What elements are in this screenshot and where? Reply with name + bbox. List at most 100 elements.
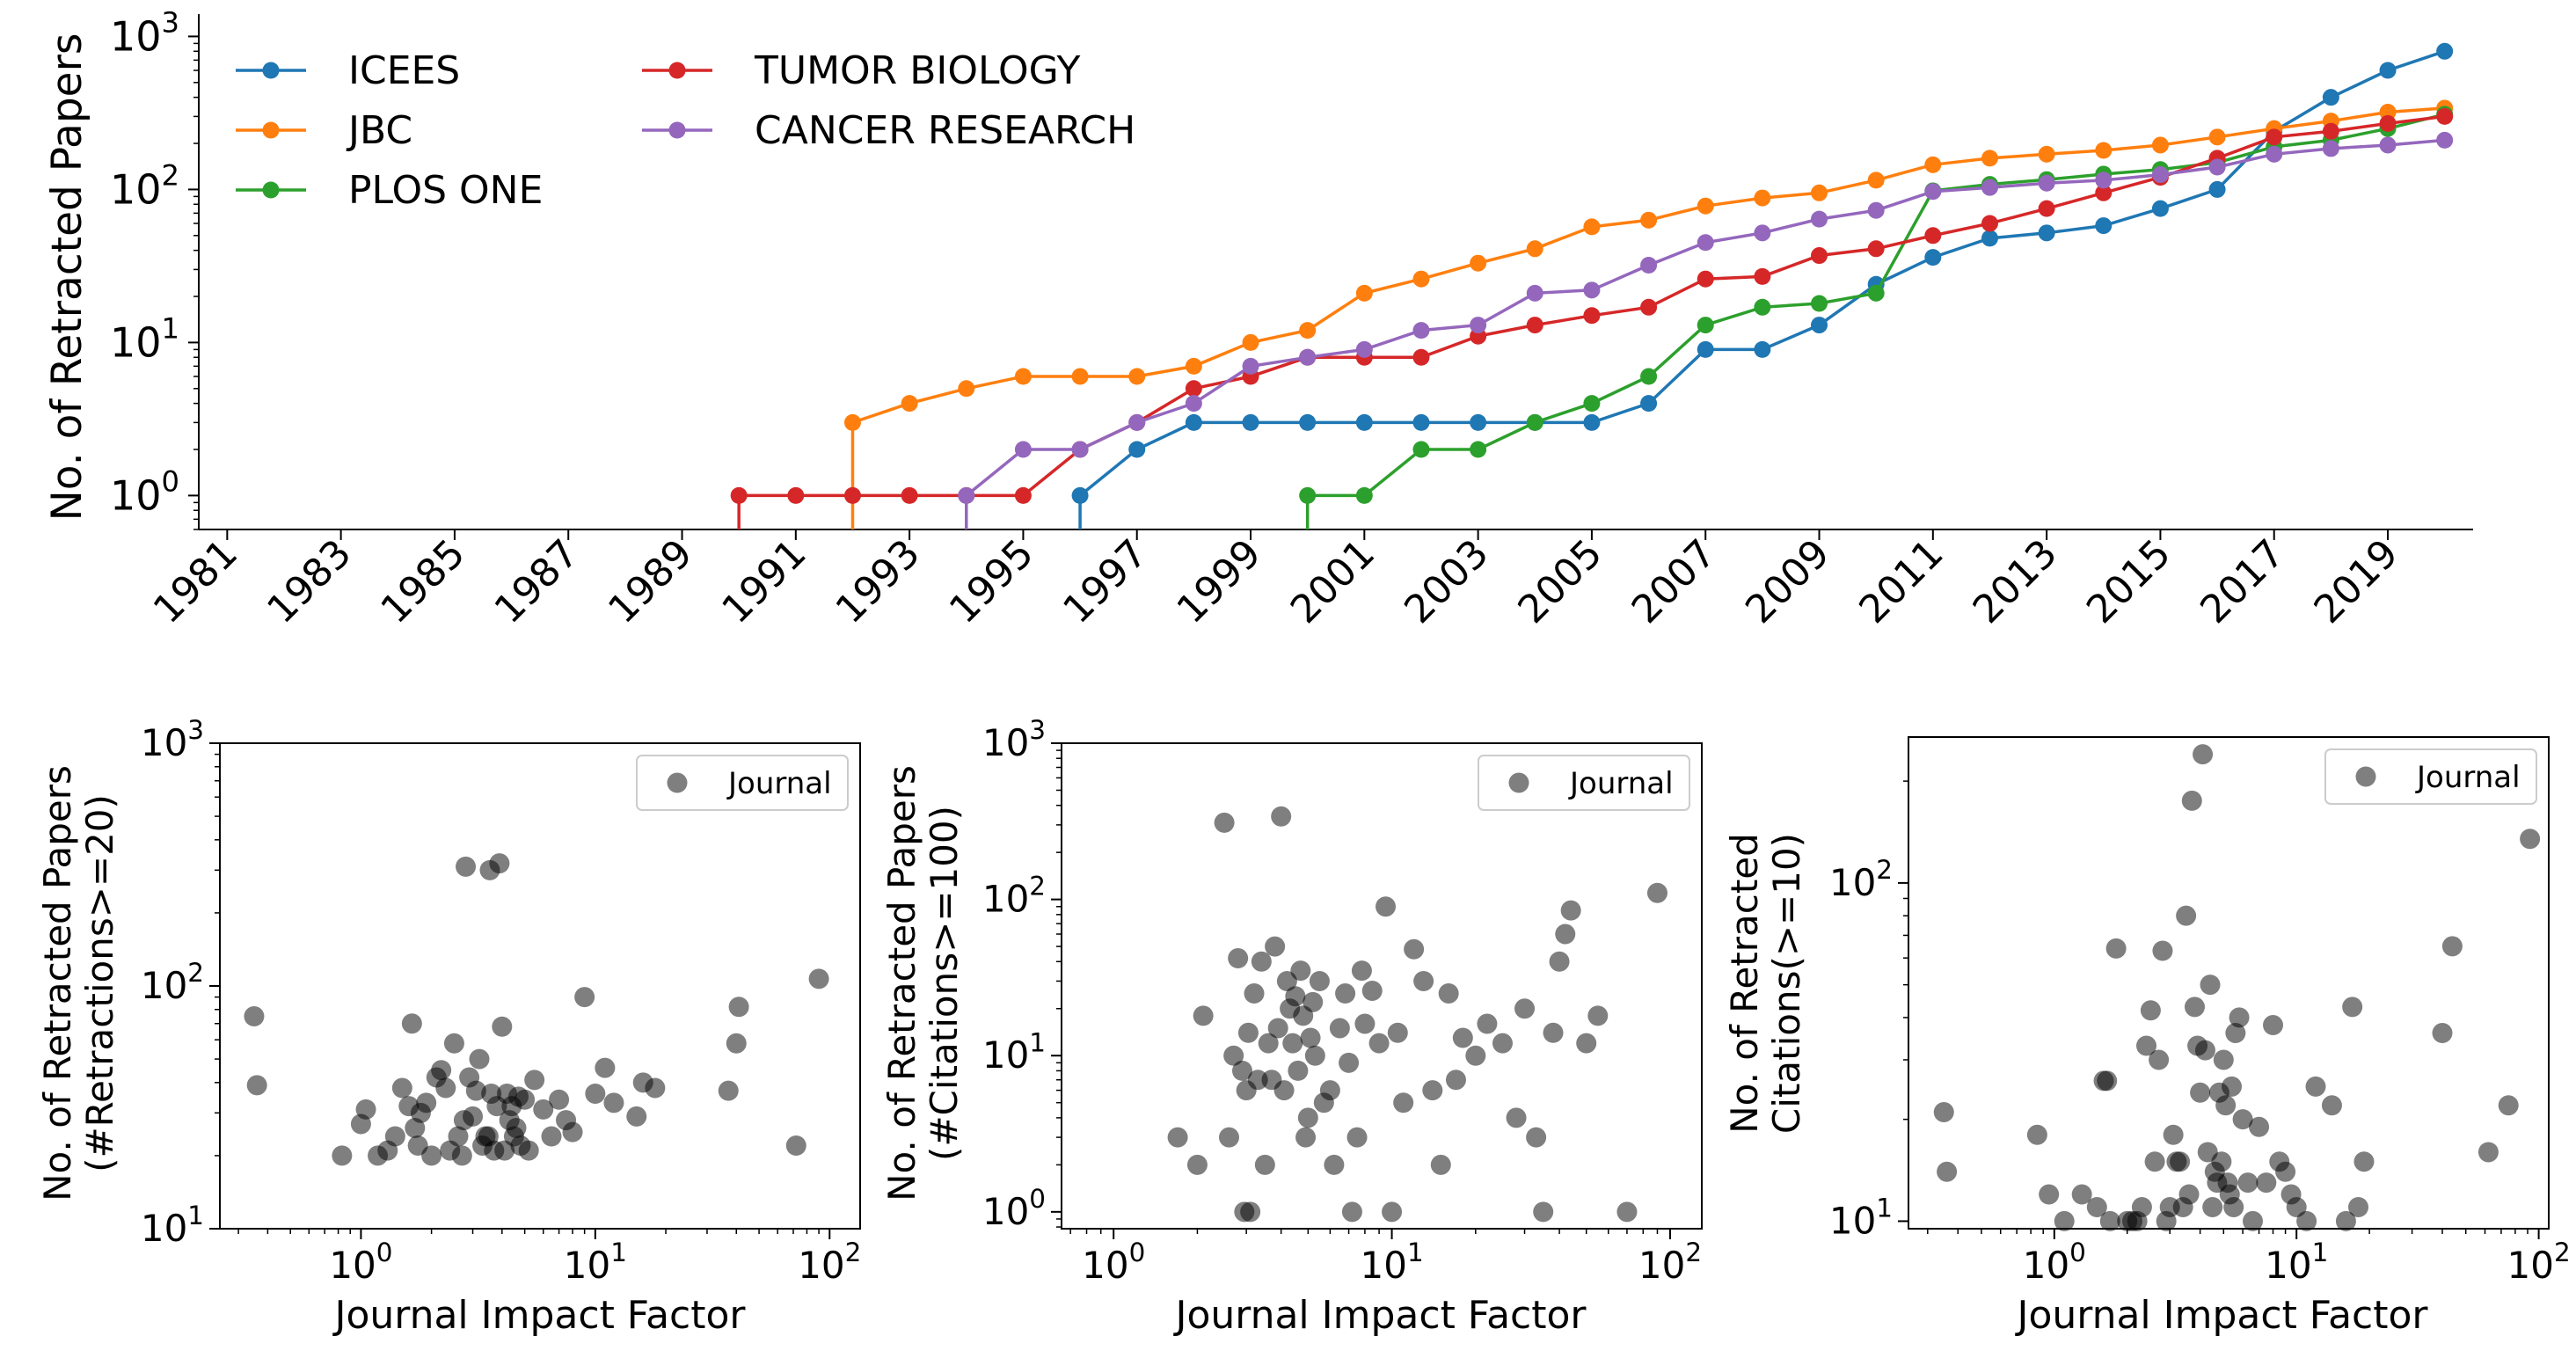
- scatter3-point: [2237, 1172, 2259, 1194]
- scatter3-y-tick-label: 102: [1829, 855, 1893, 904]
- scatter3-point: [2296, 1210, 2317, 1231]
- data-point: [1185, 395, 1202, 413]
- scatter2-point: [1240, 1201, 1261, 1223]
- data-point: [2322, 89, 2339, 106]
- data-point: [1355, 413, 1373, 431]
- scatter3-point: [2498, 1095, 2519, 1116]
- scatter3-point: [2039, 1184, 2060, 1205]
- data-point: [2436, 131, 2454, 149]
- scatter2-x-tick-label: 100: [1082, 1238, 1145, 1287]
- legend-label: ICEES: [348, 48, 460, 93]
- scatter3-point: [2097, 1070, 2118, 1092]
- scatter3-point: [2263, 1014, 2284, 1035]
- data-point: [1697, 317, 1714, 334]
- scatter2-y-tick-label-exp: 1: [1029, 1027, 1046, 1057]
- legend-marker: [262, 62, 280, 79]
- data-point: [730, 486, 748, 504]
- scatter1-legend-marker: [667, 772, 688, 793]
- scatter3-point: [2211, 1151, 2232, 1172]
- scatter2-point: [1297, 1107, 1318, 1128]
- scatter1-frame: [219, 742, 861, 1230]
- legend-item-cancer-research: CANCER RESEARCH: [642, 108, 1135, 153]
- data-point: [2322, 140, 2339, 157]
- legend-label: TUMOR BIOLOGY: [754, 48, 1081, 93]
- scatter1-y-axis-label-line1: No. of Retracted Papers: [36, 765, 79, 1201]
- top-y-tick-label: 103: [110, 6, 179, 61]
- scatter1-y-tick-label-exp: 3: [187, 715, 204, 745]
- scatter2-point: [1273, 1080, 1295, 1101]
- series-cancer-research: [958, 131, 2454, 529]
- top-x-tick-label: 1987: [486, 531, 587, 632]
- scatter2-legend-marker: [1508, 772, 1529, 793]
- scatter3-point: [2194, 1040, 2215, 1061]
- data-point: [2095, 184, 2113, 201]
- top-x-tick-label: 1993: [828, 531, 929, 632]
- series-line: [1307, 113, 2446, 498]
- scatter3-legend: Journal: [2324, 748, 2537, 805]
- scatter2-x-tick-label-exp: 0: [1129, 1238, 1146, 1267]
- scatter3-point: [2305, 1076, 2326, 1097]
- data-point: [1583, 307, 1601, 325]
- top-x-tick-label: 1981: [145, 531, 246, 632]
- data-point: [1697, 234, 1714, 252]
- scatter3-point: [2335, 1210, 2356, 1231]
- scatter2-point: [1319, 1080, 1340, 1101]
- data-point: [1185, 357, 1202, 375]
- data-point: [1583, 218, 1601, 236]
- data-point: [843, 486, 861, 504]
- scatter3-point: [2286, 1197, 2307, 1218]
- scatter2-x-axis-label: Journal Impact Factor: [1172, 1293, 1587, 1338]
- data-point: [2379, 62, 2397, 79]
- scatter1-point: [431, 1060, 452, 1081]
- scatter1-point: [489, 853, 510, 874]
- scatter3-point: [2321, 1095, 2342, 1116]
- scatter1-point: [645, 1077, 666, 1099]
- scatter2-point: [1267, 1018, 1288, 1039]
- top-x-tick-label: 1983: [259, 531, 360, 632]
- data-point: [901, 486, 918, 504]
- scatter2-point: [1354, 1013, 1376, 1034]
- scatter2-point: [1324, 1154, 1345, 1175]
- data-point: [1583, 281, 1601, 299]
- scatter2-point: [1438, 983, 1459, 1004]
- scatter2-point: [1290, 960, 1311, 982]
- data-point: [1583, 413, 1601, 431]
- scatter1-point: [562, 1121, 583, 1143]
- scatter3-point: [2178, 1184, 2200, 1205]
- scatter2-point: [1465, 1045, 1486, 1066]
- scatter2-point: [1346, 1127, 1368, 1148]
- scatter2-point: [1616, 1201, 1638, 1223]
- legend-marker: [262, 181, 280, 199]
- legend-item-plos-one: PLOS ONE: [236, 168, 543, 213]
- scatter2-point: [1646, 882, 1667, 903]
- data-point: [2379, 114, 2397, 132]
- scatter1-x-tick-label-base: 10: [329, 1244, 376, 1287]
- scatter1-point: [626, 1106, 647, 1127]
- scatter2-point: [1335, 983, 1356, 1004]
- scatter2-point: [1368, 1033, 1390, 1054]
- scatter2-point: [1186, 1154, 1208, 1175]
- scatter2-point: [1430, 1154, 1451, 1175]
- scatter1-point: [469, 1048, 490, 1070]
- scatter2-point: [1329, 1018, 1350, 1039]
- data-point: [1128, 368, 1146, 385]
- data-point: [1981, 179, 1998, 196]
- top-y-tick-label: 101: [110, 312, 179, 367]
- scatter3-y-tick-label-base: 10: [1829, 861, 1876, 904]
- data-point: [1412, 270, 1430, 288]
- scatter2-frame: [1061, 742, 1703, 1230]
- data-point: [1299, 413, 1317, 431]
- scatter2-y-tick-label: 102: [982, 872, 1046, 921]
- data-point: [1640, 368, 1658, 385]
- scatter1-x-tick-label-exp: 2: [845, 1238, 862, 1267]
- data-point: [1526, 413, 1543, 431]
- scatter2-x-tick-label-base: 10: [1638, 1244, 1685, 1287]
- data-point: [1470, 317, 1487, 334]
- scatter2-point: [1361, 981, 1383, 1002]
- scatter2-y-axis-label-line1: No. of Retracted Papers: [880, 765, 923, 1201]
- series-icees: [1071, 42, 2454, 529]
- scatter1-point: [465, 1080, 486, 1101]
- scatter3-point: [2229, 1007, 2250, 1028]
- top-x-tick-label: 1991: [713, 531, 814, 632]
- scatter3-y-tick-label-exp: 1: [1876, 1194, 1893, 1223]
